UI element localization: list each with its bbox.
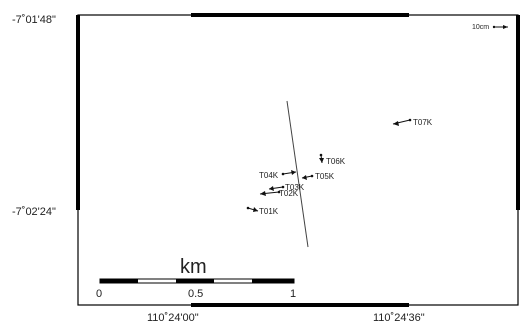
station-label: T04K [259, 171, 279, 180]
station-t06k: T06K [319, 153, 346, 166]
scale-bar-segment [176, 279, 214, 283]
station-t01k: T01K [246, 206, 279, 216]
scale-bar-segment [252, 279, 294, 283]
station-label: T01K [259, 207, 279, 216]
frame-top-segment [191, 13, 409, 17]
fault-line [286, 100, 309, 248]
lon-label-right: 110˚24'36" [373, 312, 425, 323]
scale-tick-1: 1 [290, 288, 296, 300]
station-t07k: T07K [392, 118, 433, 127]
scale-bar: km 0 0.5 1 [96, 256, 296, 300]
station-t03k: T03K [268, 183, 305, 192]
scale-bar-unit: km [180, 256, 207, 278]
lat-label-top: -7˚01'48" [12, 14, 56, 26]
frame-right-segment [516, 15, 520, 210]
lon-label-left: 110˚24'00" [147, 312, 199, 323]
station-label: T03K [285, 183, 305, 192]
frame-left-segment [76, 15, 80, 210]
station-label: T02K [279, 189, 299, 198]
station-label: T06K [326, 157, 346, 166]
station-t02k: T02K [259, 189, 299, 198]
map-frame [77, 14, 519, 306]
scale-tick-0: 0 [96, 288, 102, 300]
station-label: T07K [413, 118, 433, 127]
station-t04k: T04K [259, 170, 297, 180]
station-label: T05K [315, 172, 335, 181]
reference-vector-label: 10cm [472, 24, 489, 31]
scale-tick-0.5: 0.5 [188, 288, 203, 300]
frame-bottom-segment [191, 303, 409, 307]
lat-label-bottom: -7˚02'24" [12, 206, 56, 218]
scale-bar-segment [100, 279, 138, 283]
station-t05k: T05K [301, 172, 335, 181]
